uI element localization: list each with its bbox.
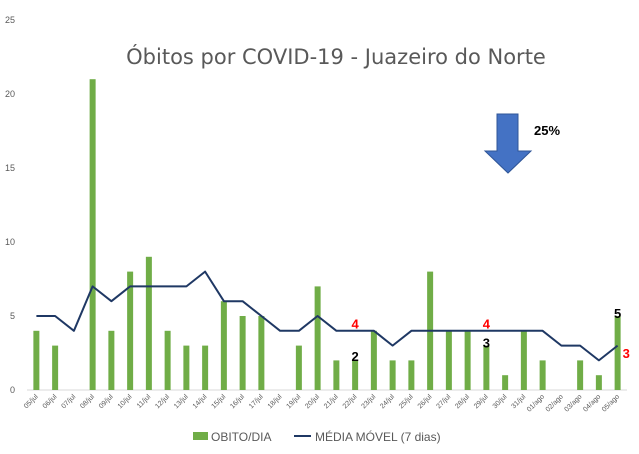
annotation-label: 3 <box>623 346 630 361</box>
bar <box>220 301 227 390</box>
x-tick-label: 19/jul <box>286 393 303 410</box>
legend-swatch-bar <box>193 432 208 440</box>
bar <box>520 330 527 390</box>
x-tick-label: 11/jul <box>136 393 153 410</box>
bar <box>502 375 509 390</box>
bar <box>239 316 246 390</box>
bar <box>164 330 171 390</box>
x-tick-label: 22/jul <box>342 393 359 410</box>
bar <box>202 345 209 390</box>
bar <box>577 360 584 390</box>
y-tick-label: 10 <box>5 237 15 247</box>
annotation-label: 4 <box>483 316 491 331</box>
x-tick-label: 21/jul <box>323 393 340 410</box>
y-tick-label: 5 <box>10 311 15 321</box>
bar-series <box>33 79 621 390</box>
y-tick-label: 0 <box>10 385 15 395</box>
x-tick-label: 27/jul <box>436 393 453 410</box>
x-tick-label: 30/jul <box>492 393 509 410</box>
x-tick-label: 24/jul <box>379 393 396 410</box>
x-tick-label: 31/jul <box>511 393 528 410</box>
y-tick-label: 15 <box>5 163 15 173</box>
x-tick-label: 07/jul <box>61 393 78 410</box>
bar <box>295 345 302 390</box>
bar <box>89 79 96 390</box>
bar <box>445 330 452 390</box>
legend-label-line: MÉDIA MÓVEL (7 dias) <box>315 429 441 444</box>
x-tick-label: 12/jul <box>154 393 171 410</box>
bar <box>314 286 321 390</box>
annotation-label: 3 <box>483 336 490 351</box>
x-tick-label: 01/ago <box>526 393 546 413</box>
bar <box>333 360 340 390</box>
x-tick-label: 14/jul <box>192 393 209 410</box>
bar <box>127 271 134 390</box>
x-tick-label: 17/jul <box>248 393 265 410</box>
bar <box>33 330 40 390</box>
down-arrow-icon <box>483 113 533 174</box>
x-axis: 05/jul 06/jul 07/jul 08/jul 09/jul 10/jul 11/j… <box>23 393 621 413</box>
x-tick-label: 15/jul <box>211 393 228 410</box>
legend: OBITO/DIA MÉDIA MÓVEL (7 dias) <box>193 429 441 444</box>
y-tick-label: 25 <box>5 15 15 25</box>
x-tick-label: 20/jul <box>304 393 321 410</box>
x-tick-label: 16/jul <box>229 393 246 410</box>
x-tick-label: 23/jul <box>361 393 378 410</box>
x-tick-label: 04/ago <box>582 393 602 413</box>
y-axis: 0 5 10 15 20 25 <box>5 15 15 395</box>
moving-average-line <box>36 270 619 362</box>
x-tick-label: 28/jul <box>454 393 471 410</box>
arrow-percentage-label: 25% <box>534 123 560 138</box>
x-tick-label: 08/jul <box>79 393 96 410</box>
bar <box>183 345 190 390</box>
bar <box>352 360 359 390</box>
bar <box>370 330 377 390</box>
x-tick-label: 06/jul <box>42 393 59 410</box>
x-tick-label: 05/ago <box>601 393 621 413</box>
bar <box>145 256 152 390</box>
bar <box>464 330 471 390</box>
bar <box>408 360 415 390</box>
bar <box>614 316 621 390</box>
x-tick-label: 29/jul <box>473 393 490 410</box>
legend-label-bar: OBITO/DIA <box>211 430 271 444</box>
y-tick-label: 20 <box>5 89 15 99</box>
bar <box>389 360 396 390</box>
annotation-label: 5 <box>614 306 621 321</box>
x-tick-label: 26/jul <box>417 393 434 410</box>
x-tick-label: 25/jul <box>398 393 415 410</box>
x-tick-label: 10/jul <box>117 393 134 410</box>
x-tick-label: 03/ago <box>563 393 583 413</box>
bar <box>258 316 265 390</box>
bar <box>595 375 602 390</box>
x-tick-label: 18/jul <box>267 393 284 410</box>
x-tick-label: 05/jul <box>23 393 40 410</box>
bar <box>483 345 490 390</box>
bar <box>52 345 59 390</box>
x-tick-label: 02/ago <box>545 393 565 413</box>
annotation-label: 4 <box>352 316 360 331</box>
x-tick-label: 13/jul <box>173 393 190 410</box>
x-tick-label: 09/jul <box>98 393 115 410</box>
annotations: 4 2 4 3 5 3 <box>352 306 630 364</box>
bar <box>108 330 115 390</box>
annotation-label: 2 <box>352 349 359 364</box>
bar <box>539 360 546 390</box>
chart-title: Óbitos por COVID-19 - Juazeiro do Norte <box>126 44 546 69</box>
